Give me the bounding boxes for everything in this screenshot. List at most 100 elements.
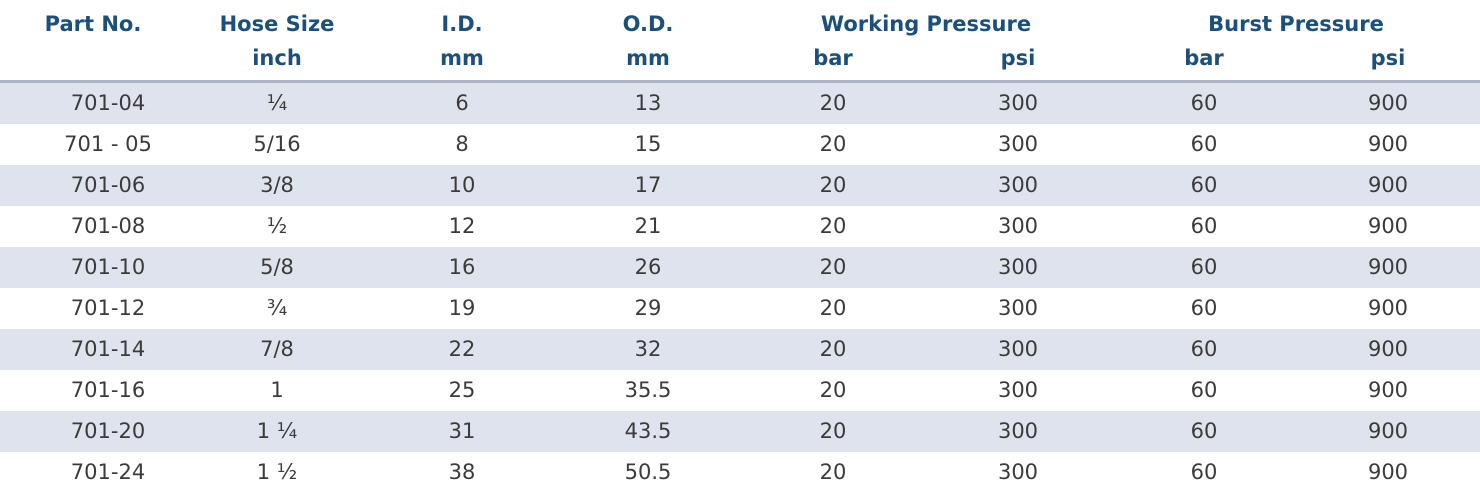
- working-pressure-bar-cell: 20: [819, 378, 847, 402]
- inner-diameter-cell: 12: [448, 214, 476, 238]
- burst-pressure-psi-cell: 900: [1367, 132, 1409, 156]
- working-pressure-bar-cell: 20: [819, 460, 847, 484]
- hose-size-cell: 7/8: [260, 337, 294, 361]
- table-row: 701-10 5/8 16 26 20 300 60 900: [0, 247, 1480, 288]
- burst-pressure-psi-cell: 900: [1367, 460, 1409, 484]
- part-number-cell: 701-04: [70, 91, 146, 115]
- outer-diameter-cell: 32: [634, 337, 662, 361]
- working-pressure-psi-cell: 300: [997, 214, 1039, 238]
- part-number-cell: 701-08: [70, 214, 146, 238]
- burst-pressure-bar-cell: 60: [1190, 173, 1218, 197]
- working-pressure-bar-cell: 20: [819, 419, 847, 443]
- outer-diameter-cell: 50.5: [624, 460, 672, 484]
- burst-pressure-psi-cell: 900: [1367, 337, 1409, 361]
- burst-pressure-bar-cell: 60: [1190, 214, 1218, 238]
- inner-diameter-cell: 38: [448, 460, 476, 484]
- header-hose-size: Hose Size: [219, 12, 335, 36]
- outer-diameter-cell: 35.5: [624, 378, 672, 402]
- burst-pressure-bar-cell: 60: [1190, 460, 1218, 484]
- burst-pressure-psi-cell: 900: [1367, 419, 1409, 443]
- hose-size-cell: 5/16: [253, 132, 301, 156]
- inner-diameter-cell: 8: [455, 132, 469, 156]
- table-row: 701 - 05 5/16 8 15 20 300 60 900: [0, 124, 1480, 165]
- working-pressure-psi-cell: 300: [997, 255, 1039, 279]
- inner-diameter-cell: 22: [448, 337, 476, 361]
- header-working-bar: bar: [813, 46, 853, 70]
- header-id: I.D.: [441, 12, 483, 36]
- header-divider: [0, 80, 1480, 83]
- burst-pressure-psi-cell: 900: [1367, 296, 1409, 320]
- burst-pressure-bar-cell: 60: [1190, 337, 1218, 361]
- burst-pressure-bar-cell: 60: [1190, 378, 1218, 402]
- working-pressure-bar-cell: 20: [819, 132, 847, 156]
- burst-pressure-psi-cell: 900: [1367, 378, 1409, 402]
- working-pressure-psi-cell: 300: [997, 460, 1039, 484]
- hose-size-cell: 1: [270, 378, 284, 402]
- part-number-cell: 701-06: [70, 173, 146, 197]
- working-pressure-bar-cell: 20: [819, 91, 847, 115]
- table-header: Part No. Hose Size inch I.D. mm O.D. mm …: [0, 0, 1480, 80]
- outer-diameter-cell: 21: [634, 214, 662, 238]
- part-number-cell: 701-10: [70, 255, 146, 279]
- working-pressure-psi-cell: 300: [997, 91, 1039, 115]
- working-pressure-bar-cell: 20: [819, 296, 847, 320]
- inner-diameter-cell: 10: [448, 173, 476, 197]
- header-part-no: Part No.: [44, 12, 142, 36]
- table-row: 701-24 1 ½ 38 50.5 20 300 60 900: [0, 452, 1480, 493]
- part-number-cell: 701-12: [70, 296, 146, 320]
- table-row: 701-04 ¼ 6 13 20 300 60 900: [0, 83, 1480, 124]
- table-body: 701-04 ¼ 6 13 20 300 60 900 701 - 05 5/16 8 15 20 300…: [0, 83, 1480, 493]
- header-working-psi: psi: [1000, 46, 1036, 70]
- header-burst-pressure: Burst Pressure: [1208, 12, 1384, 36]
- working-pressure-psi-cell: 300: [997, 132, 1039, 156]
- hose-size-cell: 1 ½: [256, 460, 298, 484]
- outer-diameter-cell: 43.5: [624, 419, 672, 443]
- burst-pressure-bar-cell: 60: [1190, 132, 1218, 156]
- burst-pressure-psi-cell: 900: [1367, 214, 1409, 238]
- burst-pressure-bar-cell: 60: [1190, 296, 1218, 320]
- part-number-cell: 701-24: [70, 460, 146, 484]
- part-number-cell: 701 - 05: [64, 132, 152, 156]
- table-row: 701-16 1 25 35.5 20 300 60 900: [0, 370, 1480, 411]
- hose-size-cell: ½: [266, 214, 288, 238]
- outer-diameter-cell: 29: [634, 296, 662, 320]
- inner-diameter-cell: 31: [448, 419, 476, 443]
- outer-diameter-cell: 15: [634, 132, 662, 156]
- working-pressure-psi-cell: 300: [997, 173, 1039, 197]
- working-pressure-bar-cell: 20: [819, 255, 847, 279]
- outer-diameter-cell: 26: [634, 255, 662, 279]
- header-od-unit: mm: [626, 46, 670, 70]
- burst-pressure-psi-cell: 900: [1367, 255, 1409, 279]
- burst-pressure-bar-cell: 60: [1190, 255, 1218, 279]
- header-burst-psi: psi: [1370, 46, 1406, 70]
- inner-diameter-cell: 16: [448, 255, 476, 279]
- hose-size-cell: 3/8: [260, 173, 294, 197]
- working-pressure-psi-cell: 300: [997, 296, 1039, 320]
- working-pressure-bar-cell: 20: [819, 214, 847, 238]
- table-row: 701-08 ½ 12 21 20 300 60 900: [0, 206, 1480, 247]
- hose-size-cell: ¾: [266, 296, 288, 320]
- hose-size-cell: 5/8: [260, 255, 294, 279]
- table-row: 701-06 3/8 10 17 20 300 60 900: [0, 165, 1480, 206]
- table-row: 701-20 1 ¼ 31 43.5 20 300 60 900: [0, 411, 1480, 452]
- header-working-pressure: Working Pressure: [820, 12, 1032, 36]
- part-number-cell: 701-20: [70, 419, 146, 443]
- inner-diameter-cell: 25: [448, 378, 476, 402]
- hose-size-cell: 1 ¼: [256, 419, 298, 443]
- header-hose-size-unit: inch: [252, 46, 302, 70]
- table-row: 701-12 ¾ 19 29 20 300 60 900: [0, 288, 1480, 329]
- outer-diameter-cell: 13: [634, 91, 662, 115]
- burst-pressure-psi-cell: 900: [1367, 91, 1409, 115]
- working-pressure-psi-cell: 300: [997, 337, 1039, 361]
- header-id-unit: mm: [440, 46, 484, 70]
- inner-diameter-cell: 6: [455, 91, 469, 115]
- burst-pressure-psi-cell: 900: [1367, 173, 1409, 197]
- table-row: 701-14 7/8 22 32 20 300 60 900: [0, 329, 1480, 370]
- working-pressure-bar-cell: 20: [819, 173, 847, 197]
- header-burst-bar: bar: [1184, 46, 1224, 70]
- burst-pressure-bar-cell: 60: [1190, 419, 1218, 443]
- part-number-cell: 701-14: [70, 337, 146, 361]
- working-pressure-psi-cell: 300: [997, 378, 1039, 402]
- inner-diameter-cell: 19: [448, 296, 476, 320]
